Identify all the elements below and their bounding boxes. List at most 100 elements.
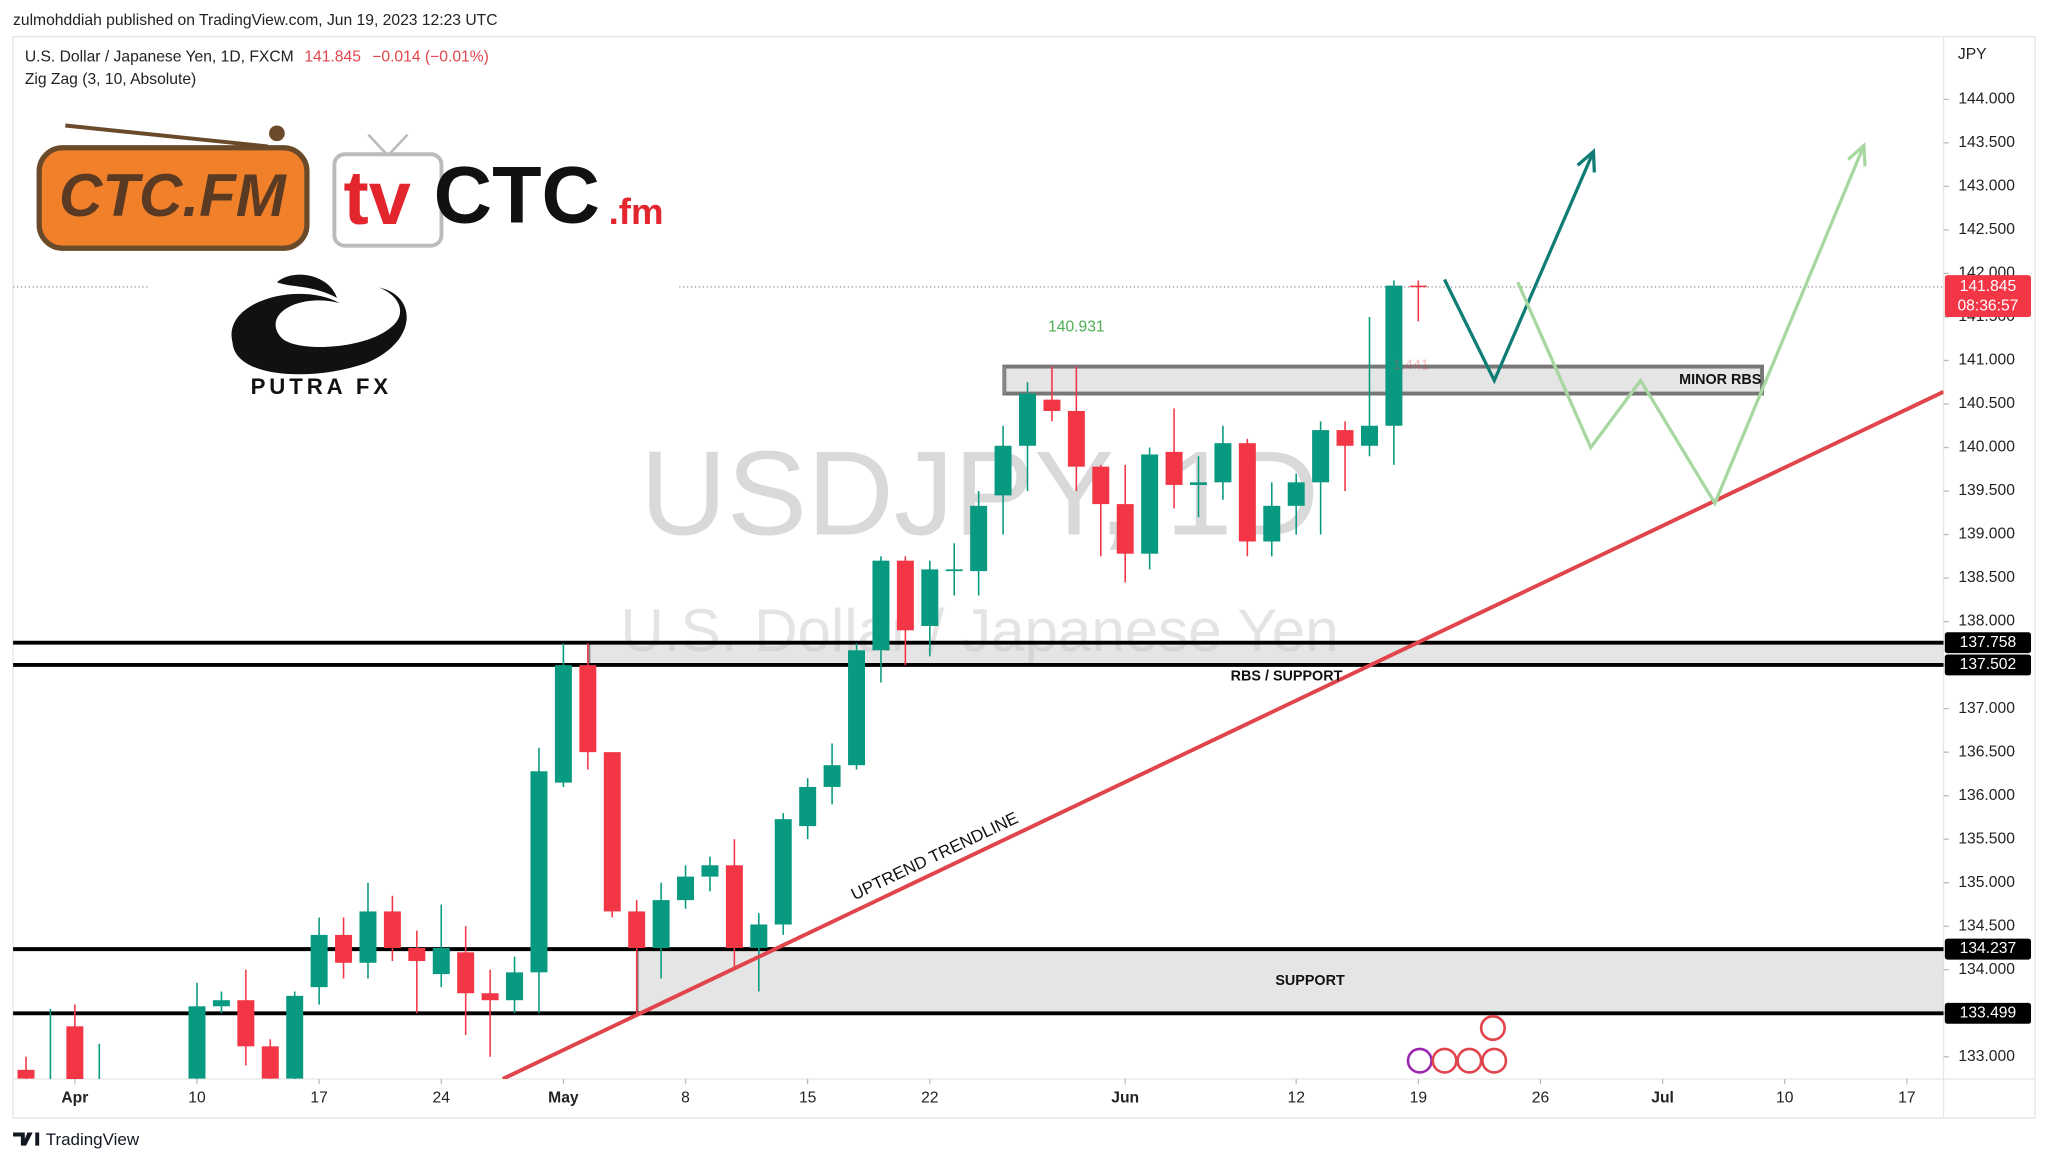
candle-body [1385,285,1403,426]
zone-label: MINOR RBS [1679,372,1762,388]
x-tick-label: 24 [433,1090,451,1107]
candle-body [188,1006,206,1079]
candle-body [994,445,1012,496]
x-tick-label: 10 [1776,1090,1794,1107]
x-tick-label: Jun [1111,1090,1139,1107]
logo-putra-swirl [276,274,337,298]
y-tick-label: 142.500 [1958,221,2015,238]
logo-tvctc-text: CTC [434,151,600,241]
y-tick-label: 140.500 [1958,395,2015,412]
event-icon [1406,1047,1433,1074]
projection-path [1443,150,1595,385]
candle-body [970,505,988,572]
candle-body [506,972,524,1001]
x-tick-label: May [548,1090,579,1107]
x-tick-label: Apr [61,1090,88,1107]
candle-body [359,911,377,963]
candle-body [1238,443,1256,542]
x-tick-label: 8 [681,1090,690,1107]
y-tick-label: 136.500 [1958,743,2015,760]
y-tick-label: 144.000 [1958,91,2015,108]
candle-body [701,865,719,877]
logo-putra-text: PUTRA FX [251,374,392,399]
y-tick-label: 141.000 [1958,352,2015,369]
candle-body [1287,482,1305,506]
projection-arrowhead [1576,148,1596,173]
y-tick-label: 139.000 [1958,526,2015,543]
x-tick-label: 17 [1898,1090,1915,1107]
last-price-label: 141.845 [1960,278,2017,295]
candle-body [530,771,548,973]
logo-ctc [36,145,310,251]
candle-body [1336,430,1354,446]
y-tick-label: 139.500 [1958,482,2015,499]
y-tick-label: 140.000 [1958,439,2015,456]
x-tick-label: 10 [188,1090,206,1107]
y-tick-label: 138.500 [1958,569,2015,586]
candle-body [261,1046,279,1079]
candle-body [237,1000,255,1047]
zigzag-change: 1.441 [1393,357,1429,373]
header-change: −0.014 (−0.01%) [372,49,489,66]
candle-body [677,876,695,901]
event-icon [1479,1014,1506,1042]
logo-tv-antenna [367,133,388,156]
zone-label: RBS / SUPPORT [1231,668,1343,684]
y-tick-label: 133.000 [1958,1048,2015,1065]
level-badge-label: 137.502 [1960,656,2017,673]
candle-body [945,569,963,572]
logo-fm-text: .fm [609,191,664,232]
event-icons [1406,1014,1508,1074]
level-badge [1944,632,2032,654]
candle-body [66,1026,84,1079]
y-tick-label: 138.000 [1958,613,2015,630]
candle-body [1116,504,1134,554]
logo-tv-box [332,152,444,248]
legend: U.S. Dollar / Japanese Yen, 1D, FXCM 141… [25,46,1987,88]
footer-brand: TradingView [46,1130,140,1149]
candle-body [286,995,304,1079]
y-tick-label: 135.000 [1958,874,2015,891]
logo-putra-swirl [231,287,407,375]
event-icon [1481,1047,1508,1074]
candle-body [17,1069,35,1079]
candle-body [1043,399,1061,411]
candle-body [1263,505,1281,542]
candle-body [383,911,401,948]
candle-body [481,993,499,1001]
zone [637,949,1944,1014]
candle-body [872,560,890,651]
candle-body [1067,410,1085,467]
candle-body [725,865,743,948]
candle-body [823,765,841,787]
candle-body [921,569,939,626]
candle-body [554,665,572,783]
level-badge [1944,1002,2032,1024]
projection-path [1516,144,1866,507]
level-badge-label: 133.499 [1960,1004,2017,1021]
x-tick-label: 17 [310,1090,327,1107]
candle-body [848,650,866,766]
candle-body [1214,443,1232,483]
x-tick-label: 22 [921,1090,938,1107]
x-tick-label: 15 [799,1090,817,1107]
currency: JPY [1958,46,1987,63]
candle-body [1165,451,1183,485]
candle-body [896,560,914,631]
candle-body [799,786,817,827]
candle-body [1409,285,1427,288]
plot-area [13,280,1944,1079]
chart-title: U.S. Dollar / Japanese Yen, 1D, FXCM [25,49,294,66]
candle-body [457,952,475,994]
countdown: 08:36:57 [1957,298,2018,315]
chart-frame [12,36,2036,1119]
candle-body [1312,430,1330,483]
projection-arrowhead [1847,142,1867,167]
header-price: 141.845 [304,49,361,66]
watermark-name: U.S. Dollar / Japanese Yen [621,597,1339,664]
candle-body [628,911,646,948]
candle-body [432,947,450,975]
event-icon [1431,1047,1458,1074]
